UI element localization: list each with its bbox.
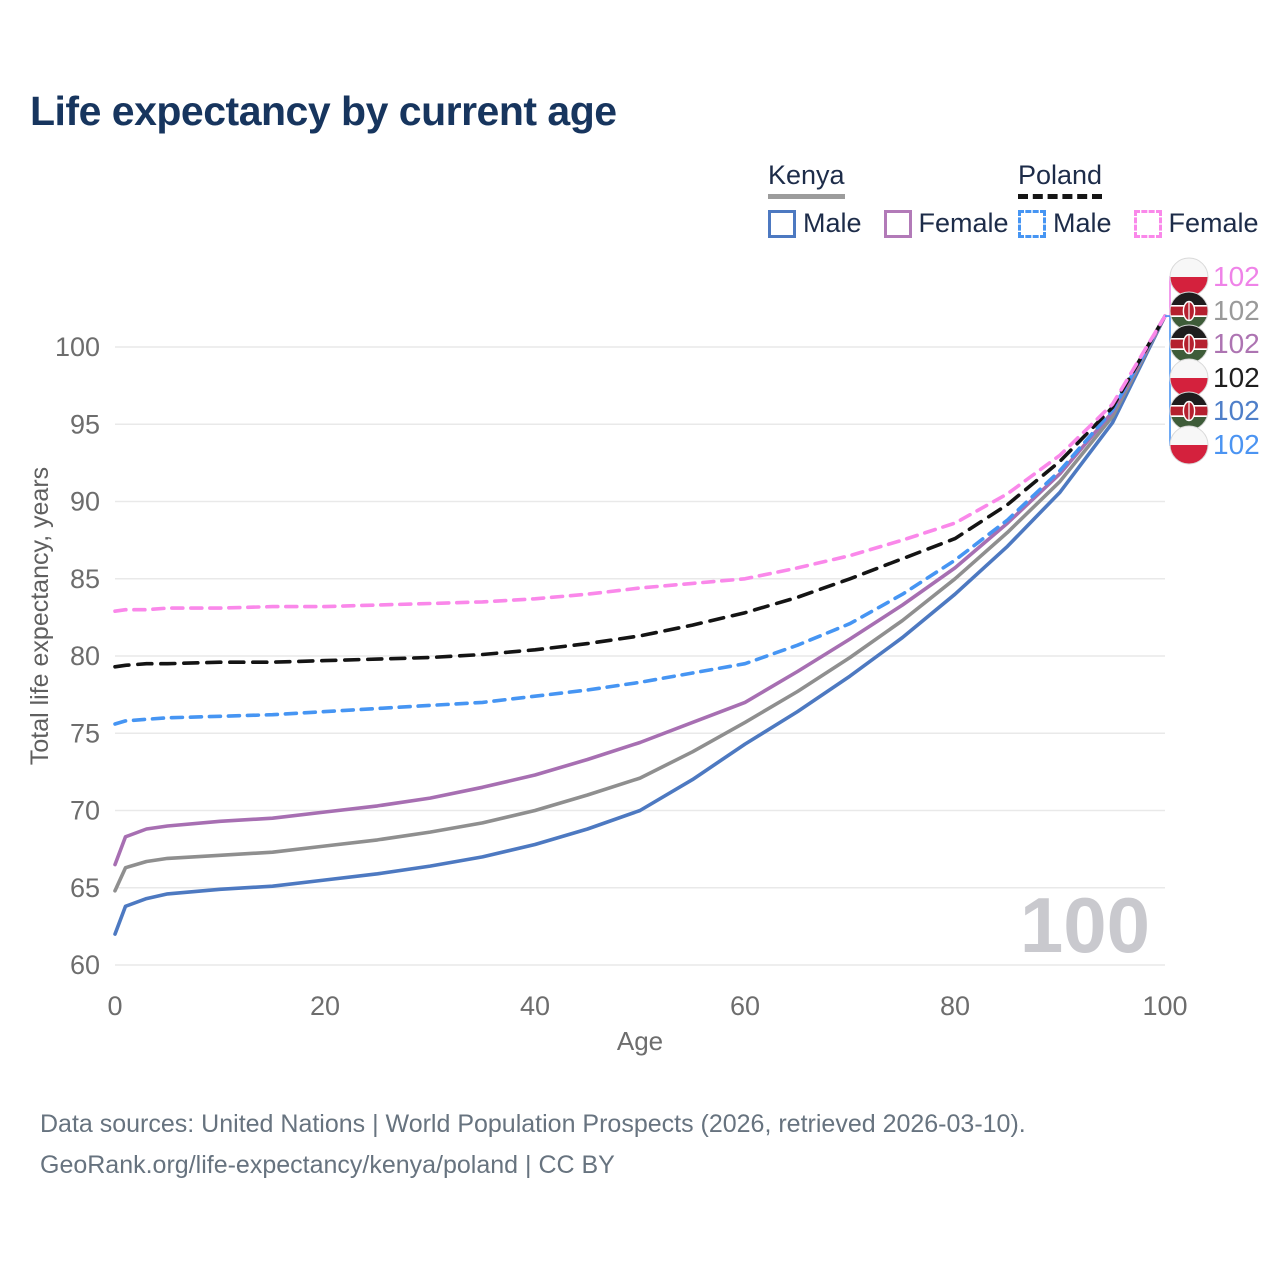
gridlines xyxy=(115,346,1165,966)
kenya-flag-icon xyxy=(1170,325,1208,363)
svg-text:0: 0 xyxy=(107,991,122,1021)
footer-url: GeoRank.org/life-expectancy/kenya/poland… xyxy=(40,1151,615,1179)
end-label-value-kenya-total: 102 xyxy=(1213,295,1260,326)
poland-male-swatch-icon xyxy=(1018,209,1046,238)
kenya-male-swatch-icon xyxy=(768,209,796,238)
poland-flag-icon xyxy=(1170,359,1208,397)
end-label-value-kenya-male: 102 xyxy=(1213,395,1260,426)
x-axis-title: Age xyxy=(617,1026,663,1056)
series-line-poland-female xyxy=(113,314,1167,614)
y-axis-title: Total life expectancy, years xyxy=(26,467,54,765)
poland-female-swatch-icon xyxy=(1133,209,1162,238)
svg-text:20: 20 xyxy=(310,991,340,1021)
series-line-kenya-male xyxy=(113,314,1167,936)
legend-label: Male xyxy=(1053,208,1112,238)
legend-item-poland-male[interactable]: Male xyxy=(1018,208,1112,239)
svg-text:65: 65 xyxy=(70,873,100,903)
svg-text:90: 90 xyxy=(70,487,100,517)
svg-text:80: 80 xyxy=(940,991,970,1021)
end-label-value-poland-male: 102 xyxy=(1213,429,1260,460)
legend-label: Male xyxy=(803,208,862,238)
age-watermark: 100 xyxy=(1020,881,1150,969)
legend-kenya-title: Kenya xyxy=(768,160,845,199)
kenya-flag-icon xyxy=(1170,392,1208,430)
legend-group-poland: Poland Male Female xyxy=(1018,160,1259,239)
svg-text:95: 95 xyxy=(70,409,100,439)
svg-text:100: 100 xyxy=(1142,991,1187,1021)
series-line-poland-total xyxy=(113,314,1167,669)
poland-flag-icon xyxy=(1170,258,1208,296)
kenya-female-swatch-icon xyxy=(883,209,912,238)
svg-text:70: 70 xyxy=(70,796,100,826)
legend-poland-items: Male Female xyxy=(1018,208,1259,239)
svg-text:80: 80 xyxy=(70,641,100,671)
legend-poland-title: Poland xyxy=(1018,160,1103,199)
series-line-poland-male xyxy=(113,314,1167,726)
end-label-value-poland-total: 102 xyxy=(1213,362,1260,393)
series-line-kenya-total xyxy=(113,314,1167,893)
legend-item-kenya-female[interactable]: Female xyxy=(883,208,1009,239)
svg-text:85: 85 xyxy=(70,564,100,594)
series-line-kenya-female xyxy=(113,314,1167,867)
legend-kenya-items: Male Female xyxy=(768,208,1009,239)
legend-label: Female xyxy=(918,208,1009,238)
series-lines xyxy=(113,314,1167,936)
legend-group-kenya: Kenya Male Female xyxy=(768,160,1009,239)
kenya-flag-icon xyxy=(1170,292,1208,330)
legend-item-kenya-male[interactable]: Male xyxy=(768,208,862,239)
footer-data-sources: Data sources: United Nations | World Pop… xyxy=(40,1110,1026,1138)
end-label-value-kenya-female: 102 xyxy=(1213,328,1260,359)
svg-text:60: 60 xyxy=(70,950,100,980)
svg-text:100: 100 xyxy=(55,332,100,362)
svg-text:60: 60 xyxy=(730,991,760,1021)
poland-flag-icon xyxy=(1170,426,1208,464)
x-axis-ticks: 0 20 40 60 80 100 xyxy=(107,991,1187,1021)
page-title: Life expectancy by current age xyxy=(30,88,617,134)
y-axis-ticks: 60 65 70 75 80 85 90 95 100 xyxy=(55,332,100,980)
footer-attribution: Data sources: United Nations | World Pop… xyxy=(40,1104,1026,1186)
svg-text:40: 40 xyxy=(520,991,550,1021)
legend-label: Female xyxy=(1168,208,1259,238)
legend-item-poland-female[interactable]: Female xyxy=(1133,208,1259,239)
end-label-value-poland-female: 102 xyxy=(1213,261,1260,292)
svg-text:75: 75 xyxy=(70,718,100,748)
